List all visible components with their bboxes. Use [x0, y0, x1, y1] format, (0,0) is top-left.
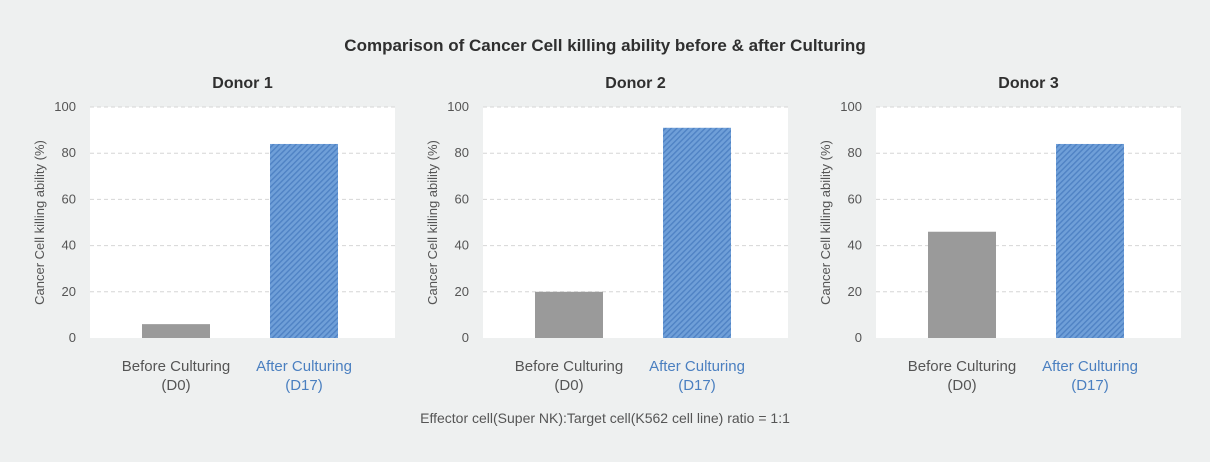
donor-3-xlabel-before-day: (D0) [947, 377, 976, 394]
donor-2-xlabel-before-day: (D0) [554, 377, 583, 394]
donor-2-xlabel-after-day: (D17) [678, 377, 716, 394]
donor-1-ytick-20: 20 [62, 284, 76, 299]
donor-1-ytick-40: 40 [62, 238, 76, 253]
donor-1-svg: Donor 1 0 20 40 60 80 100 Cancer Cell killing a… [32, 75, 395, 394]
donor-1-bar-before [142, 324, 210, 338]
donor-2-ylabel: Cancer Cell killing ability (%) [425, 140, 440, 305]
donor-3-ytick-60: 60 [848, 191, 862, 206]
donor-1-xlabel-after: After Culturing [256, 358, 352, 375]
donor-3-plot-area [876, 107, 1181, 338]
donor-2-plot-area [483, 107, 788, 338]
donor-2-title: Donor 2 [605, 75, 666, 92]
donor-2-ytick-40: 40 [455, 238, 469, 253]
donor-1-xlabel-after-day: (D17) [285, 377, 323, 394]
ratio-footnote: Effector cell(Super NK):Target cell(K562… [420, 410, 790, 426]
donor-1-bar-after [270, 143, 338, 338]
donor-2-xlabel-after: After Culturing [649, 358, 745, 375]
donor-3-ytick-100: 100 [840, 99, 862, 114]
donor-2-svg: Donor 2 0 20 40 60 80 100 Cancer Cell killing a… [425, 75, 788, 394]
donor-3-svg: Donor 3 0 20 40 60 80 100 Cancer Cell killing a… [818, 75, 1181, 394]
donor-3-chart: Donor 3 0 20 40 60 80 100 Cancer Cell killing a… [816, 70, 1186, 400]
donor-1-xlabel-before: Before Culturing [122, 358, 230, 375]
donor-3-ytick-0: 0 [855, 330, 862, 345]
donor-3-title: Donor 3 [998, 75, 1059, 92]
donor-2-ytick-80: 80 [455, 145, 469, 160]
donor-2-ytick-20: 20 [455, 284, 469, 299]
donor-1-ylabel: Cancer Cell killing ability (%) [32, 140, 47, 305]
donor-3-ytick-80: 80 [848, 145, 862, 160]
donor-3-xlabel-before: Before Culturing [908, 358, 1016, 375]
figure-title: Comparison of Cancer Cell killing abilit… [344, 36, 866, 55]
donor-3-xlabel-after-day: (D17) [1071, 377, 1109, 394]
donor-2-xlabel-before: Before Culturing [515, 358, 623, 375]
donor-2-ytick-0: 0 [462, 330, 469, 345]
donor-1-ytick-60: 60 [62, 191, 76, 206]
donor-1-xlabel-before-day: (D0) [161, 377, 190, 394]
donor-2-ytick-100: 100 [447, 99, 469, 114]
donor-1-title: Donor 1 [212, 75, 273, 92]
donor-2-ytick-60: 60 [455, 191, 469, 206]
donor-3-bar-before [928, 231, 996, 338]
donor-1-plot-area [90, 107, 395, 338]
donor-2-bar-after [663, 127, 731, 338]
donor-1-chart: Donor 1 0 20 40 60 80 100 Cancer Cell killing a… [30, 70, 400, 400]
donor-3-ytick-20: 20 [848, 284, 862, 299]
donor-3-xlabel-after: After Culturing [1042, 358, 1138, 375]
donor-2-bar-before [535, 291, 603, 338]
donor-2-chart: Donor 2 0 20 40 60 80 100 Cancer Cell killing a… [423, 70, 793, 400]
donor-3-bar-after [1056, 143, 1124, 338]
donor-1-ytick-0: 0 [69, 330, 76, 345]
donor-1-ytick-80: 80 [62, 145, 76, 160]
donor-3-ytick-40: 40 [848, 238, 862, 253]
donor-1-ytick-100: 100 [54, 99, 76, 114]
donor-3-ylabel: Cancer Cell killing ability (%) [818, 140, 833, 305]
